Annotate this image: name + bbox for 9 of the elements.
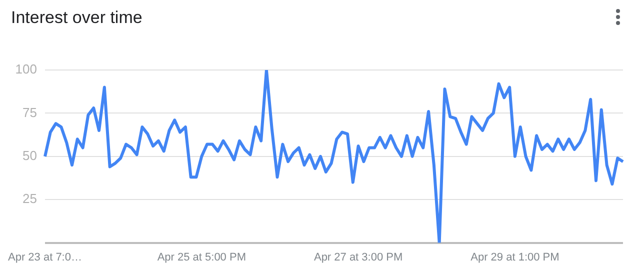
y-tick-label: 75 (22, 104, 37, 120)
x-tick-label: Apr 23 at 7:0… (8, 251, 82, 264)
y-tick-label: 25 (22, 191, 37, 206)
y-tick-label: 50 (22, 148, 37, 163)
chart-title: Interest over time (11, 8, 142, 28)
x-tick-label: Apr 29 at 1:00 PM (470, 251, 560, 264)
y-tick-label: 100 (15, 62, 37, 77)
x-tick-label: Apr 25 at 5:00 PM (157, 251, 246, 264)
x-tick-label: Apr 27 at 3:00 PM (314, 251, 403, 264)
